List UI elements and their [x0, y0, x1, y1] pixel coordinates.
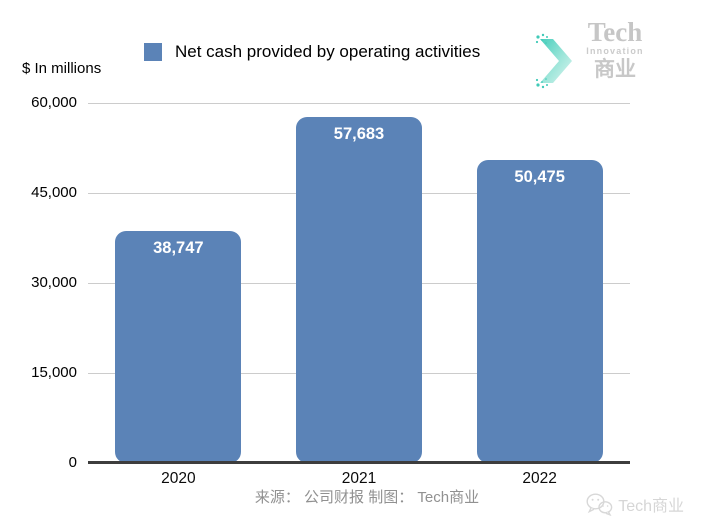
x-tick-label: 2020 [161, 470, 196, 487]
logo-subtitle: Innovation [586, 46, 644, 56]
brand-logo: Tech Innovation 商业 [534, 18, 652, 95]
chevron-logo-icon [534, 32, 576, 95]
y-tick-label: 60,000 [31, 94, 77, 111]
y-tick-label: 30,000 [31, 274, 77, 291]
watermark: Tech商业 [585, 492, 684, 516]
x-tick-label: 2022 [522, 470, 557, 487]
logo-text: Tech Innovation 商业 [578, 18, 652, 82]
x-tick-label: 2021 [341, 470, 377, 487]
y-tick-label: 15,000 [31, 364, 77, 381]
bar: 38,747 [115, 230, 242, 463]
wechat-icon [585, 492, 613, 516]
x-axis-line [88, 461, 630, 464]
y-tick-label: 0 [68, 454, 77, 471]
source-note: 来源： 公司财报 制图： Tech商业 [254, 489, 480, 506]
bar-value-label: 57,683 [333, 124, 385, 143]
logo-title: Tech [587, 17, 643, 47]
bar: 50,475 [476, 160, 603, 463]
legend: Net cash provided by operating activitie… [144, 42, 480, 62]
units-label: $ In millions [22, 60, 102, 77]
bar-value-label: 38,747 [153, 238, 204, 257]
legend-label: Net cash provided by operating activitie… [175, 42, 481, 61]
gridline [88, 103, 630, 104]
watermark-text: Tech商业 [618, 498, 684, 515]
bar-value-label: 50,475 [514, 168, 565, 187]
y-tick-label: 45,000 [31, 184, 77, 201]
bar: 57,683 [296, 116, 422, 463]
legend-swatch [144, 43, 162, 61]
logo-cjk: 商业 [594, 58, 636, 81]
